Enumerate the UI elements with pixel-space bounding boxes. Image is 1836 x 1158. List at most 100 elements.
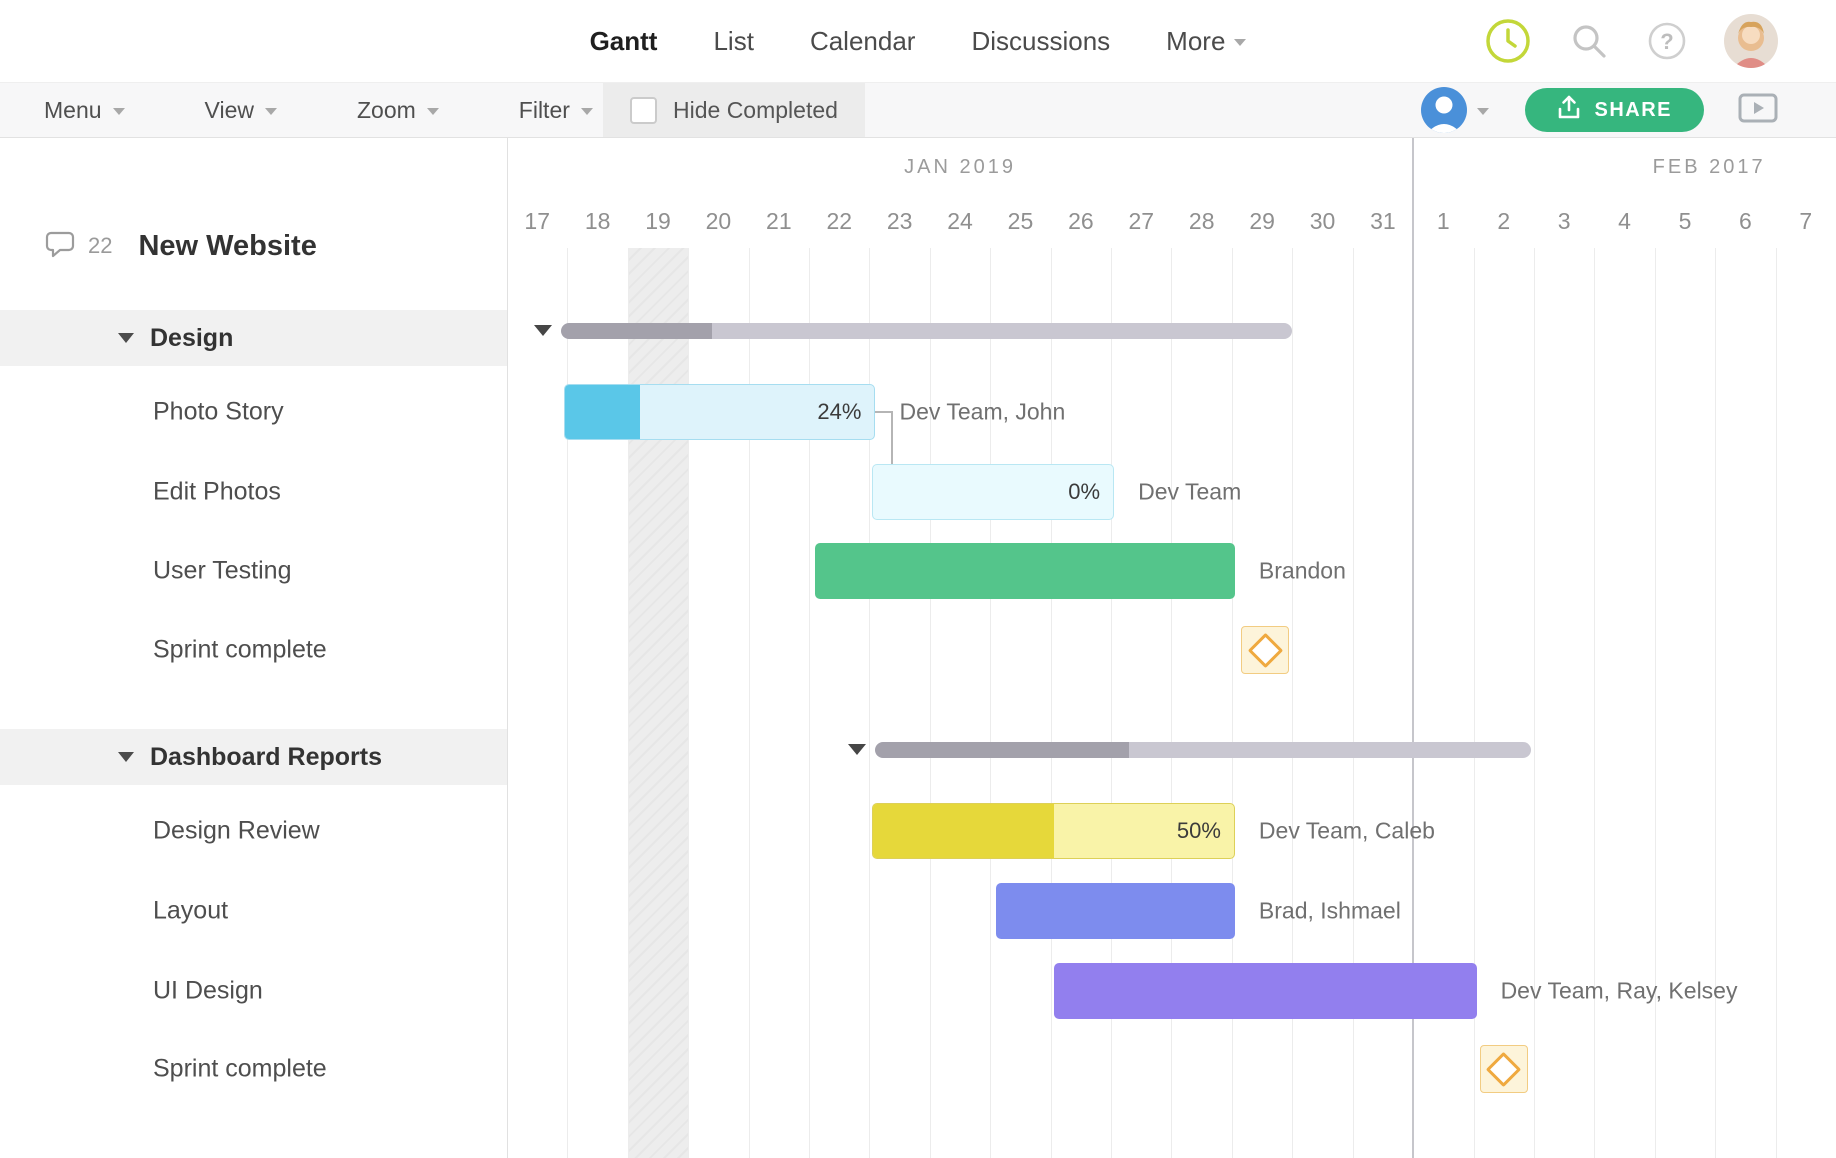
help-icon[interactable]: ?: [1646, 20, 1688, 62]
day-number: 27: [1128, 208, 1155, 234]
taskbar-photo-story[interactable]: 24%: [564, 384, 876, 440]
sidebar-task-user-testing[interactable]: User Testing: [153, 556, 292, 585]
assignee-label: Dev Team: [1138, 478, 1242, 505]
gridline: [809, 248, 811, 1158]
chevron-down-icon: [264, 108, 277, 115]
comments-icon[interactable]: [44, 228, 76, 265]
taskbar-ui-design[interactable]: [1053, 963, 1477, 1019]
group-header-design[interactable]: Design: [0, 310, 507, 366]
assignee-label: Brad, Ishmael: [1258, 897, 1401, 924]
dependency-connector: [891, 412, 894, 464]
group-label: Design: [150, 323, 234, 352]
sidebar-task-sprint-complete[interactable]: Sprint complete: [153, 1054, 327, 1083]
export-icon[interactable]: [1738, 93, 1778, 127]
summary-progress: [875, 742, 1130, 758]
month-label: FEB 2017: [1652, 156, 1766, 178]
percent-label: 50%: [1176, 818, 1221, 843]
gridline: [990, 248, 992, 1158]
day-number: 3: [1557, 208, 1571, 234]
day-number: 29: [1249, 208, 1275, 234]
day-number: 4: [1618, 208, 1631, 234]
search-icon[interactable]: [1568, 20, 1610, 62]
svg-text:?: ?: [1660, 29, 1673, 54]
share-button[interactable]: SHARE: [1525, 88, 1704, 132]
toolbar-menus: Menu View Zoom Filter: [44, 83, 593, 137]
tab-more[interactable]: More: [1166, 25, 1247, 57]
sidebar-task-layout[interactable]: Layout: [153, 896, 229, 925]
group-label: Dashboard Reports: [150, 742, 382, 771]
day-number: 28: [1188, 208, 1215, 234]
menu-label: Zoom: [356, 96, 416, 123]
tab-label: Calendar: [809, 25, 916, 56]
milestone-sprint-complete[interactable]: [1479, 1045, 1528, 1093]
menu-menu[interactable]: Menu: [44, 97, 125, 124]
hide-completed-checkbox[interactable]: [630, 96, 657, 124]
day-number: 30: [1309, 208, 1336, 234]
sidebar-task-design-review[interactable]: Design Review: [153, 816, 320, 845]
group-header-dashboard-reports[interactable]: Dashboard Reports: [0, 729, 507, 785]
taskbar-layout[interactable]: [996, 883, 1235, 939]
gridline: [869, 248, 871, 1158]
gridline: [1171, 248, 1173, 1158]
progress-fill: [565, 385, 640, 439]
hide-completed-label: Hide Completed: [673, 96, 838, 123]
summary-bar-dashboard-reports[interactable]: [875, 742, 1531, 758]
assignee-label: Dev Team, Ray, Kelsey: [1500, 977, 1738, 1004]
chevron-down-icon: [1234, 39, 1247, 46]
milestone-sprint-complete[interactable]: [1241, 626, 1290, 674]
tab-list[interactable]: List: [713, 26, 753, 57]
taskbar-design-review[interactable]: 50%: [872, 803, 1235, 859]
filter-user-avatar[interactable]: [1421, 87, 1490, 133]
sidebar-task-sprint-complete[interactable]: Sprint complete: [153, 635, 327, 664]
day-number: 18: [584, 208, 611, 234]
menu-label: View: [204, 96, 254, 123]
gridline: [1654, 248, 1656, 1158]
day-number: 7: [1799, 208, 1813, 234]
chevron-down-icon: [580, 108, 593, 115]
gridline: [929, 248, 931, 1158]
milestone-diamond-icon: [1247, 632, 1283, 668]
gridline: [627, 248, 629, 1158]
clock-icon[interactable]: [1484, 17, 1532, 65]
day-number: 20: [705, 208, 732, 234]
tab-calendar[interactable]: Calendar: [810, 26, 916, 57]
taskbar-user-testing[interactable]: [815, 543, 1235, 599]
gridline: [1352, 248, 1354, 1158]
day-number: 25: [1007, 208, 1034, 234]
user-avatar[interactable]: [1724, 14, 1778, 68]
collapse-icon[interactable]: [848, 744, 867, 755]
chevron-down-icon[interactable]: [118, 333, 134, 343]
day-number: 1: [1436, 208, 1450, 234]
day-number: 21: [766, 208, 792, 234]
menu-filter[interactable]: Filter: [519, 97, 593, 124]
percent-label: 0%: [1068, 479, 1101, 504]
day-number: 22: [826, 208, 853, 234]
collapse-icon[interactable]: [534, 325, 553, 336]
assignee-label: Dev Team, John: [899, 398, 1066, 425]
chevron-down-icon: [1477, 108, 1490, 115]
progress-fill: [873, 804, 1054, 858]
tab-gantt[interactable]: Gantt: [590, 26, 658, 57]
day-number: 19: [645, 208, 671, 234]
menu-zoom[interactable]: Zoom: [357, 97, 439, 124]
gridline: [1594, 248, 1596, 1158]
gridline: [1050, 248, 1052, 1158]
taskbar-edit-photos[interactable]: 0%: [872, 464, 1115, 520]
gridline: [1715, 248, 1717, 1158]
day-number: 5: [1678, 208, 1692, 234]
chevron-down-icon[interactable]: [118, 752, 134, 762]
summary-bar-design[interactable]: [561, 323, 1293, 339]
tab-discussions[interactable]: Discussions: [971, 26, 1110, 57]
menu-label: Filter: [518, 96, 570, 123]
sidebar-task-edit-photos[interactable]: Edit Photos: [153, 477, 281, 506]
gridline: [1533, 248, 1535, 1158]
sidebar-task-ui-design[interactable]: UI Design: [153, 976, 263, 1005]
assignee-label: Dev Team, Caleb: [1258, 817, 1435, 844]
menu-view[interactable]: View: [205, 97, 277, 124]
project-header: 22 New Website: [0, 218, 507, 274]
gridline: [1775, 248, 1777, 1158]
tab-label: More: [1166, 25, 1226, 56]
sidebar-task-photo-story[interactable]: Photo Story: [153, 397, 284, 426]
hide-completed-toggle[interactable]: Hide Completed: [603, 83, 865, 137]
